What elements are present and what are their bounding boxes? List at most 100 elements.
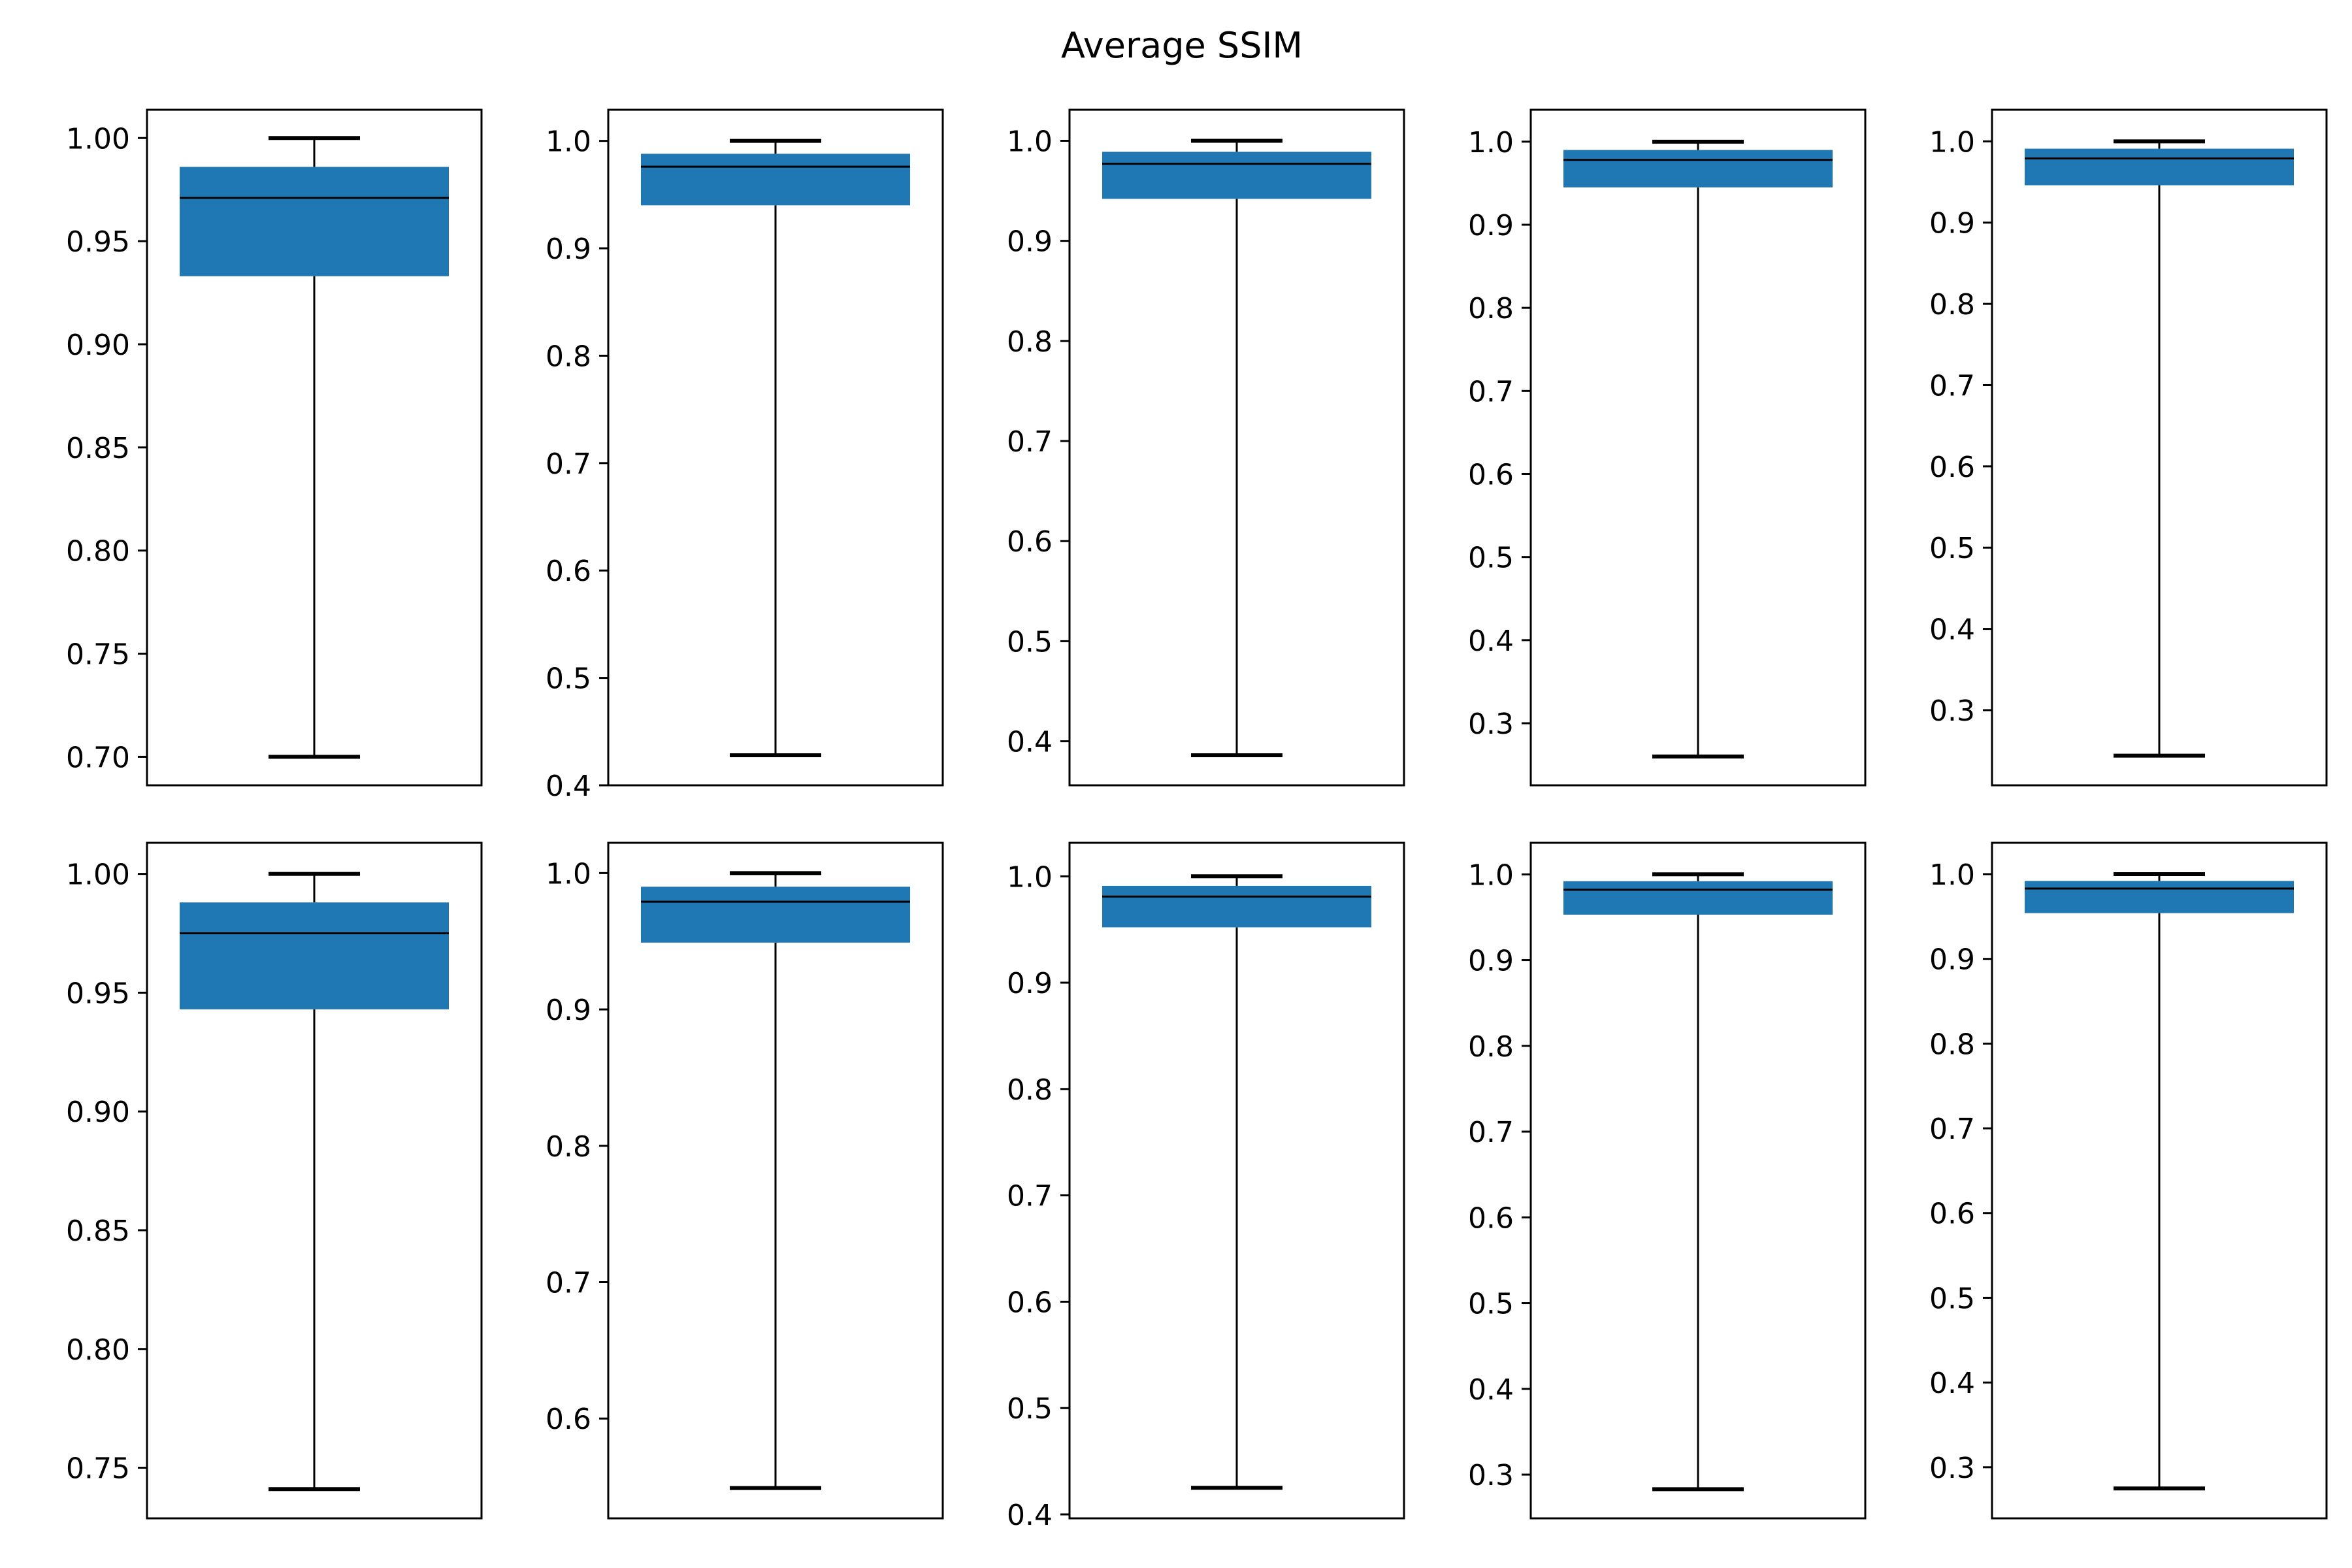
y-tick-label: 0.9: [546, 994, 591, 1027]
y-tick-label: 1.0: [546, 125, 591, 159]
axes-frame: [1068, 108, 1405, 787]
iqr-box: [180, 167, 449, 276]
y-tick-label: 0.5: [1007, 625, 1053, 659]
y-tick-label: 0.6: [1929, 1198, 1975, 1231]
y-tick-label: 1.0: [1007, 860, 1053, 894]
y-tick-label: 0.6: [1007, 1286, 1053, 1319]
y-tick-label: 0.6: [1929, 451, 1975, 484]
y-tick-label: 0.3: [1929, 694, 1975, 728]
y-tick-label: 0.8: [546, 1130, 591, 1164]
subplot-r2-c1: 1.00 0.95 0.90 0.85 0.80 0.75: [66, 841, 483, 1520]
y-tick-label: 0.9: [1929, 207, 1975, 240]
y-tick-label: 0.5: [1468, 542, 1514, 575]
y-tick-label: 0.90: [66, 1096, 130, 1129]
y-tick-label: 0.95: [66, 225, 130, 259]
subplot-r2-c5: 1.0 0.9 0.8 0.7 0.6 0.5 0.4 0.3: [1929, 841, 2328, 1520]
y-tick-label: 0.8: [1468, 1030, 1514, 1064]
y-tick-label: 0.3: [1468, 1459, 1514, 1492]
y-tick-label: 0.4: [1468, 625, 1514, 658]
subplot-r1-c2: 1.0 0.9 0.8 0.7 0.6 0.5 0.4: [546, 108, 944, 803]
y-tick-label: 0.90: [66, 329, 130, 362]
y-tick-label: 0.8: [1929, 1028, 1975, 1061]
y-tick-label: 0.6: [1468, 1201, 1514, 1235]
axes-frame: [146, 841, 483, 1520]
iqr-box: [180, 902, 449, 1009]
iqr-box: [641, 887, 910, 943]
y-tick-label: 0.9: [1468, 945, 1514, 978]
y-tick-label: 0.4: [1007, 1499, 1053, 1532]
y-tick-label: 0.5: [1468, 1288, 1514, 1321]
axes-frame: [607, 841, 944, 1520]
panels-group: 1.00 0.95 0.90 0.85 0.80 0.75 0.70 1.0 0.9 0.8 0.7…: [66, 108, 2328, 1532]
y-tick-label: 0.4: [546, 770, 591, 803]
y-tick-label: 0.7: [1929, 369, 1975, 402]
y-tick-label: 0.70: [66, 741, 130, 774]
y-tick-label: 0.7: [1007, 1180, 1053, 1213]
y-tick-label: 0.4: [1929, 613, 1975, 647]
y-tick-label: 0.75: [66, 1452, 130, 1486]
y-tick-label: 0.6: [1468, 459, 1514, 492]
y-tick-label: 0.5: [546, 662, 591, 696]
y-tick-label: 0.8: [1007, 325, 1053, 359]
iqr-box: [641, 154, 910, 206]
iqr-box: [1563, 150, 1833, 188]
y-tick-label: 0.3: [1468, 708, 1514, 741]
y-tick-label: 0.7: [546, 448, 591, 481]
axes-frame: [1991, 108, 2328, 787]
y-tick-label: 0.5: [1929, 1282, 1975, 1315]
y-tick-label: 0.9: [1929, 943, 1975, 977]
y-tick-label: 0.9: [546, 233, 591, 266]
y-tick-label: 0.6: [546, 555, 591, 588]
y-tick-label: 0.3: [1929, 1452, 1975, 1485]
y-tick-label: 0.9: [1468, 209, 1514, 242]
y-tick-label: 1.0: [1929, 858, 1975, 892]
y-tick-label: 0.5: [1007, 1392, 1053, 1426]
y-tick-label: 0.9: [1007, 225, 1053, 259]
y-tick-label: 0.4: [1007, 726, 1053, 759]
y-tick-label: 0.80: [66, 1333, 130, 1367]
axes-frame: [1068, 841, 1405, 1520]
y-tick-label: 1.0: [1468, 126, 1514, 159]
axes-frame: [1991, 841, 2328, 1520]
y-tick-label: 1.0: [546, 857, 591, 890]
iqr-box: [2025, 148, 2294, 186]
y-tick-label: 1.0: [1468, 858, 1514, 892]
axes-frame: [1529, 108, 1867, 787]
y-tick-label: 0.8: [1007, 1073, 1053, 1107]
iqr-box: [1102, 152, 1371, 199]
y-tick-label: 0.85: [66, 1215, 130, 1248]
y-tick-label: 0.8: [1468, 292, 1514, 325]
iqr-box: [1563, 881, 1833, 915]
y-tick-label: 0.4: [1929, 1367, 1975, 1400]
y-tick-label: 0.6: [546, 1403, 591, 1436]
y-tick-label: 0.4: [1468, 1373, 1514, 1407]
subplot-r1-c1: 1.00 0.95 0.90 0.85 0.80 0.75 0.70: [66, 108, 483, 787]
subplot-r1-c4: 1.0 0.9 0.8 0.7 0.6 0.5 0.4 0.3: [1468, 108, 1867, 787]
y-tick-label: 0.7: [1007, 425, 1053, 459]
y-tick-label: 0.85: [66, 432, 130, 465]
axes-frame: [1529, 841, 1867, 1520]
y-tick-label: 0.7: [1468, 1116, 1514, 1149]
axes-frame: [607, 108, 944, 787]
y-tick-label: 0.95: [66, 977, 130, 1010]
subplot-r2-c2: 1.0 0.9 0.8 0.7 0.6: [546, 841, 944, 1520]
y-tick-label: 0.6: [1007, 525, 1053, 559]
y-tick-label: 1.00: [66, 858, 130, 892]
subplot-r2-c3: 1.0 0.9 0.8 0.7 0.6 0.5 0.4: [1007, 841, 1405, 1532]
y-tick-label: 0.7: [1468, 375, 1514, 408]
iqr-box: [2025, 881, 2294, 913]
subplot-r2-c4: 1.0 0.9 0.8 0.7 0.6 0.5 0.4 0.3: [1468, 841, 1867, 1520]
y-tick-label: 0.8: [1929, 288, 1975, 321]
y-tick-label: 1.00: [66, 122, 130, 155]
y-tick-label: 0.7: [1929, 1113, 1975, 1146]
y-tick-label: 0.75: [66, 638, 130, 672]
subplot-r1-c5: 1.0 0.9 0.8 0.7 0.6 0.5 0.4 0.3: [1929, 108, 2328, 787]
y-tick-label: 0.7: [546, 1266, 591, 1299]
y-tick-label: 1.0: [1007, 125, 1053, 158]
y-tick-label: 1.0: [1929, 125, 1975, 159]
y-tick-label: 0.8: [546, 340, 591, 373]
y-tick-label: 0.80: [66, 535, 130, 568]
subplot-r1-c3: 1.0 0.9 0.8 0.7 0.6 0.5 0.4: [1007, 108, 1405, 787]
figure-title: Average SSIM: [1061, 25, 1303, 66]
